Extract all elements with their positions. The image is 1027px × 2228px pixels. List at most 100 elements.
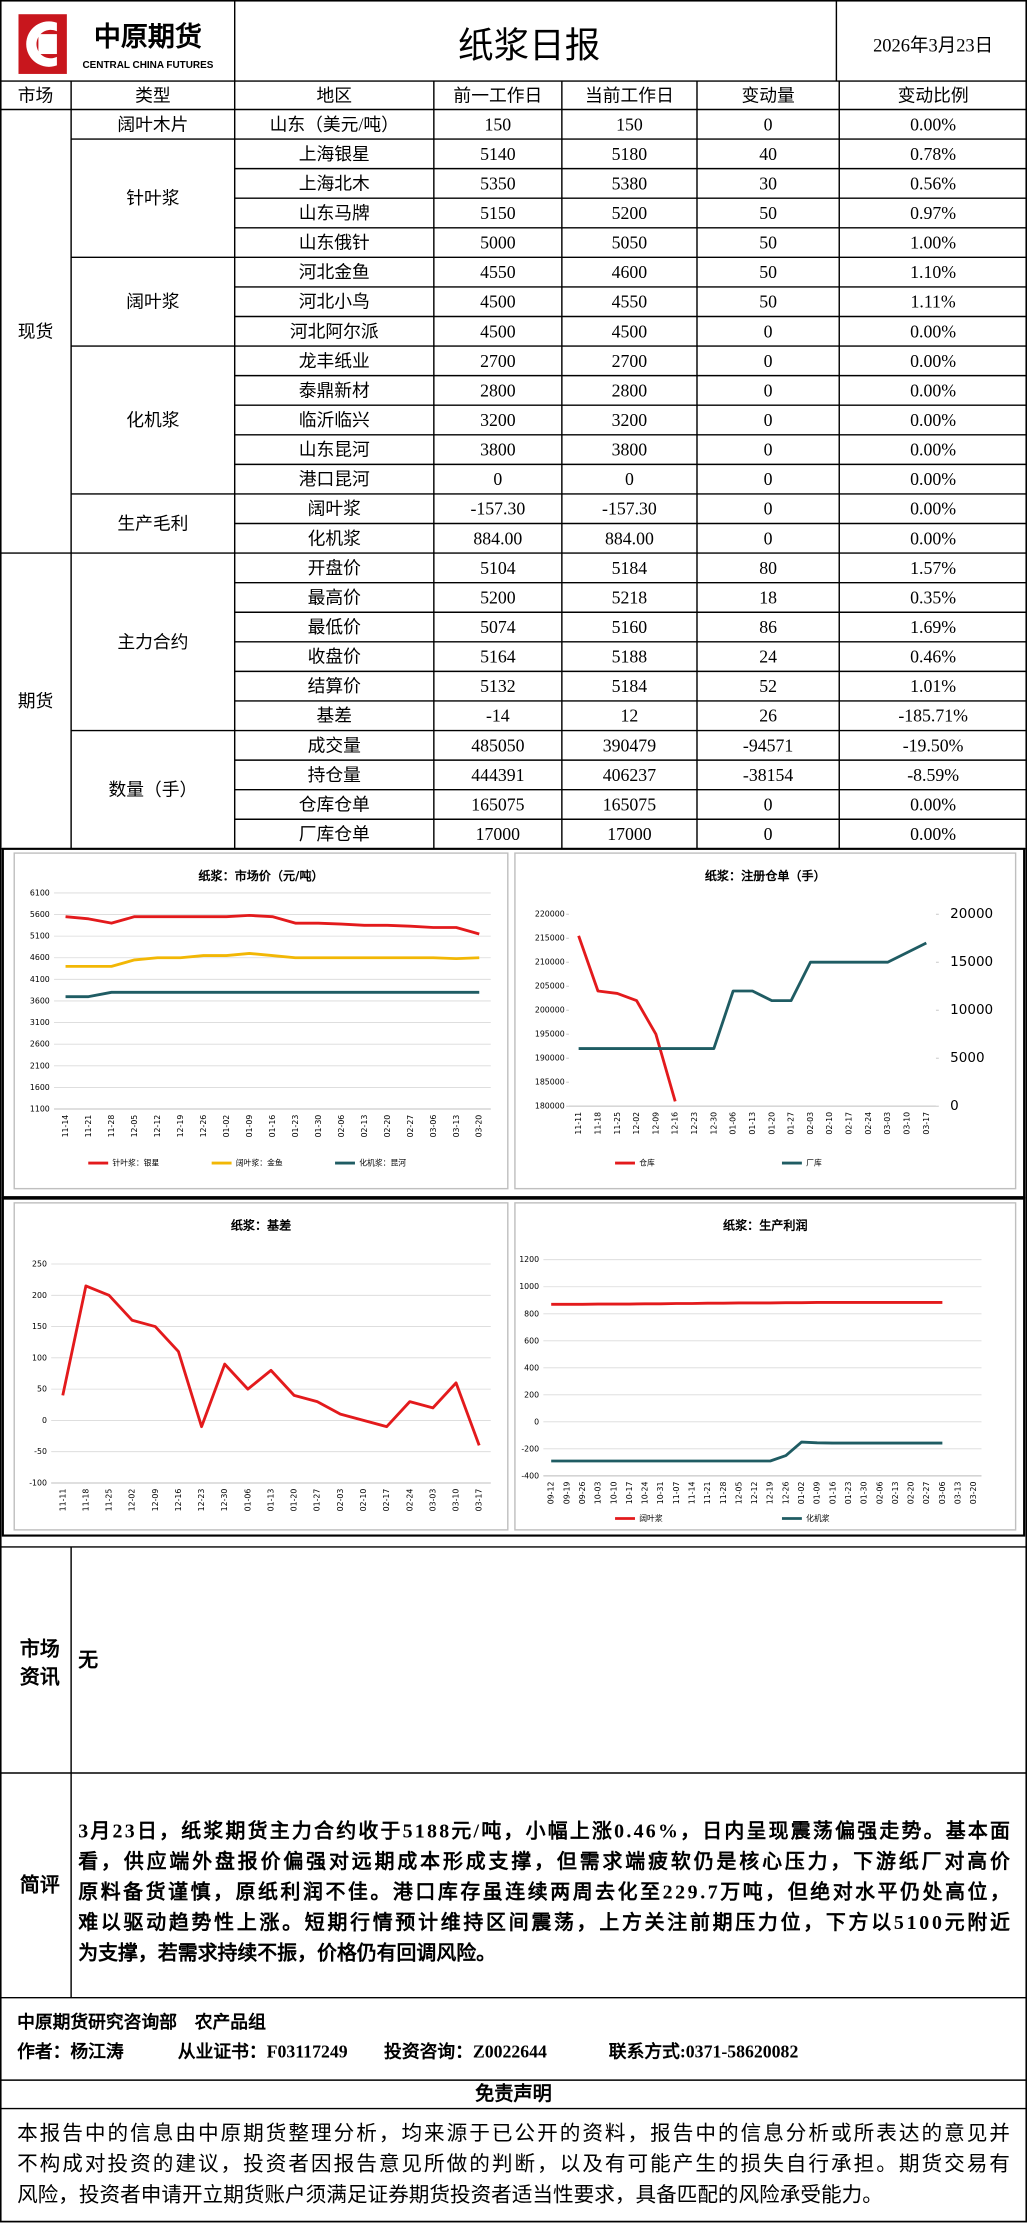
- market-cell: 期货: [18, 691, 54, 711]
- table-cell: 0.00%: [910, 528, 956, 548]
- chart-title: 纸浆：生产利润: [723, 1218, 808, 1233]
- x-tick-label: 03-20: [969, 1482, 978, 1505]
- chart-title: 纸浆：基差: [231, 1218, 291, 1233]
- column-header: 市场: [18, 85, 54, 105]
- table-cell: 5180: [612, 144, 648, 164]
- y-tick-label: 2100: [30, 1061, 50, 1070]
- table-cell: 0.00%: [910, 824, 956, 844]
- table-cell: 0: [764, 351, 773, 371]
- y-tick-label: 215000: [535, 934, 565, 943]
- legend-label: 厂库: [806, 1158, 822, 1168]
- footer-contact: 联系方式:0371-58620082: [609, 2041, 799, 2062]
- x-tick-label: 02-06: [337, 1115, 346, 1138]
- x-tick-label: 02-03: [336, 1489, 345, 1512]
- y-tick-label: -50: [34, 1447, 47, 1456]
- table-cell: 5184: [612, 676, 648, 696]
- table-cell: 3800: [480, 440, 516, 460]
- table-cell: -38154: [743, 765, 793, 785]
- table-cell: 上海银星: [299, 144, 370, 164]
- x-tick-label: 01-02: [222, 1115, 231, 1138]
- series-line: [551, 1300, 943, 1306]
- table-cell: 开盘价: [308, 558, 362, 578]
- footer-author: 作者：杨江涛: [17, 2041, 124, 2062]
- table-cell: 4550: [612, 292, 648, 312]
- x-tick-label: 12-12: [153, 1115, 162, 1138]
- x-tick-label: 02-27: [406, 1115, 415, 1138]
- table-cell: 390479: [603, 735, 656, 755]
- x-tick-label: 12-26: [199, 1115, 208, 1138]
- logo-mark: [38, 34, 57, 55]
- table-cell: 2800: [480, 380, 516, 400]
- table-cell: 4600: [612, 262, 648, 282]
- table-cell: -94571: [743, 735, 793, 755]
- x-tick-label: 11-25: [613, 1112, 622, 1135]
- chart: 纸浆：基差 -100 -50 0 50 100 150 200 250 11-11 11-18 11-…: [13, 1202, 509, 1531]
- x-tick-label: 02-06: [875, 1482, 884, 1505]
- table-cell: 50: [759, 292, 777, 312]
- table-cell: 17000: [607, 824, 652, 844]
- y-tick-label: -200: [521, 1444, 539, 1453]
- table-cell: 24: [759, 647, 777, 667]
- x-tick-label: 01-06: [729, 1112, 738, 1135]
- y-tick-label: 1600: [30, 1083, 50, 1092]
- table-cell: 4500: [480, 292, 516, 312]
- footer-consult: 投资咨询：Z0022644: [384, 2041, 547, 2062]
- table-cell: 5200: [612, 203, 648, 223]
- table-cell: -8.59%: [907, 765, 959, 785]
- y-tick-label: -400: [521, 1471, 539, 1480]
- legend-label: 阔叶浆：金鱼: [236, 1158, 283, 1168]
- y-tick-label: 2600: [30, 1040, 50, 1049]
- table-cell: 5104: [480, 558, 516, 578]
- x-tick-label: 11-11: [574, 1112, 583, 1135]
- table-cell: 0: [764, 499, 773, 519]
- x-tick-label: 12-23: [690, 1112, 699, 1135]
- legend-label: 阔叶浆: [639, 1513, 663, 1523]
- table-cell: 4550: [480, 262, 516, 282]
- x-tick-label: 01-02: [797, 1482, 806, 1505]
- comment-line: 原料备货谨慎，原纸利润不佳。港口库存虽连续两周去化至229.7万吨，但绝对水平仍…: [78, 1879, 1010, 1903]
- x-tick-label: 03-17: [922, 1112, 931, 1135]
- table-cell: 持仓量: [308, 765, 361, 785]
- y-tick-label: 5100: [30, 932, 50, 941]
- table-cell: 40: [759, 144, 777, 164]
- table-cell: 3200: [612, 410, 648, 430]
- table-cell: 山东昆河: [299, 440, 370, 460]
- table-cell: -19.50%: [903, 735, 964, 755]
- x-tick-label: 01-16: [268, 1115, 277, 1138]
- table-cell: 0: [764, 114, 773, 134]
- y2-tick-label: 20000: [950, 906, 993, 922]
- x-tick-label: 10-10: [609, 1482, 618, 1505]
- y-tick-label: 220000: [535, 910, 565, 919]
- table-cell: 5184: [612, 558, 648, 578]
- table-cell: 河北金鱼: [299, 262, 370, 282]
- table-cell: 1.57%: [910, 558, 956, 578]
- y2-tick-label: 10000: [950, 1002, 993, 1018]
- report-date: 2026年3月23日: [873, 36, 993, 56]
- table-cell: 5218: [612, 587, 648, 607]
- table-cell: 5164: [480, 647, 516, 667]
- table-cell: 山东（美元/吨）: [270, 114, 399, 134]
- table-cell: 0.78%: [910, 144, 956, 164]
- table-cell: 0: [764, 380, 773, 400]
- table-cell: 0: [625, 469, 634, 489]
- table-cell: 泰鼎新材: [299, 380, 370, 400]
- table-cell: 5350: [480, 173, 516, 193]
- x-tick-label: 02-24: [864, 1112, 873, 1135]
- y-tick-label: 3100: [30, 1018, 50, 1027]
- x-tick-label: 11-25: [105, 1489, 114, 1512]
- x-tick-label: 11-21: [703, 1482, 712, 1505]
- y-tick-label: 150: [32, 1322, 47, 1331]
- x-tick-label: 03-10: [452, 1489, 461, 1512]
- table-cell: 5140: [480, 144, 516, 164]
- x-tick-label: 12-30: [709, 1112, 718, 1135]
- y-tick-label: 1000: [519, 1282, 539, 1291]
- table-cell: 30: [759, 173, 777, 193]
- table-cell: 0: [764, 469, 773, 489]
- table-cell: 阔叶浆: [308, 499, 362, 519]
- table-cell: 基差: [317, 706, 353, 726]
- x-tick-label: 02-13: [891, 1482, 900, 1505]
- x-tick-label: 12-09: [151, 1489, 160, 1512]
- table-cell: 444391: [471, 765, 524, 785]
- y-tick-label: 100: [32, 1353, 47, 1362]
